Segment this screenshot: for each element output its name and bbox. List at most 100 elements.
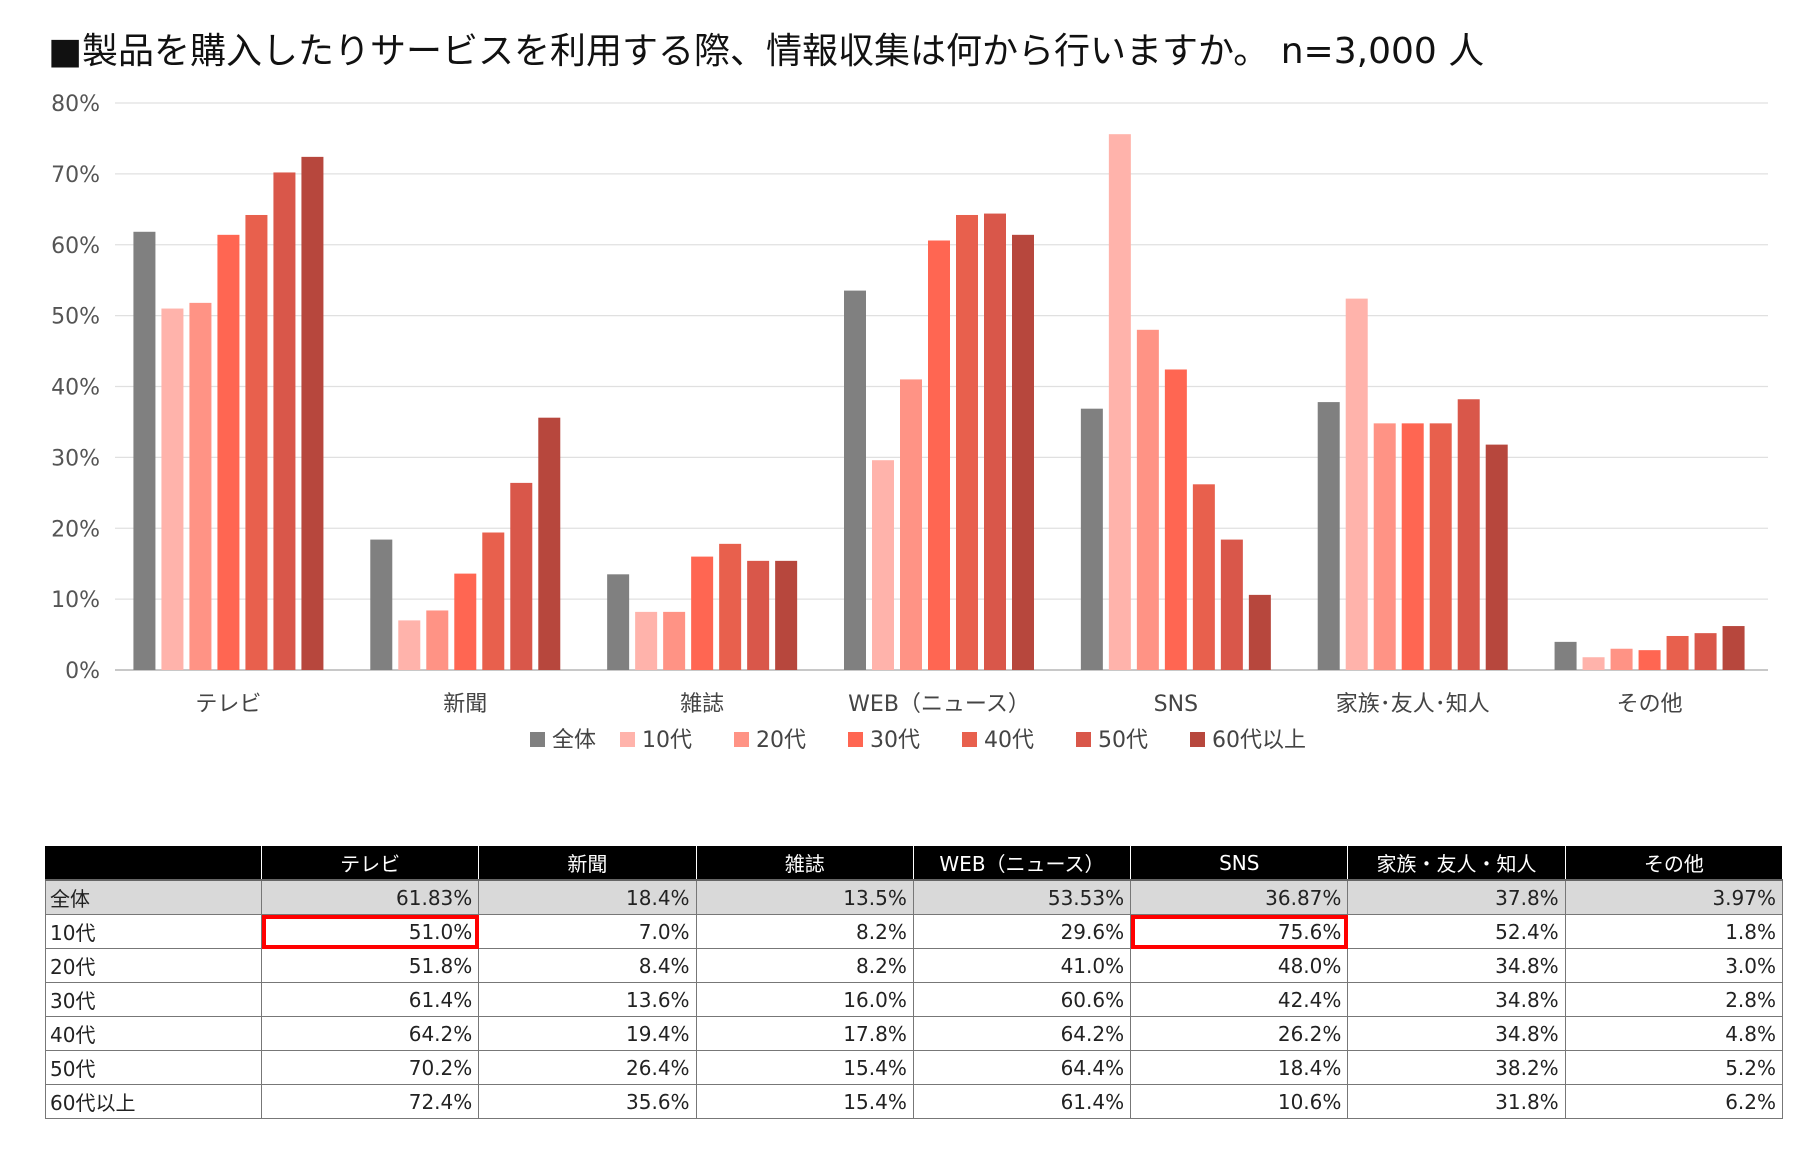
y-tick-label: 40% xyxy=(51,376,100,401)
bar-1-4 xyxy=(482,532,505,670)
table-cell: 41.0% xyxy=(912,948,1132,983)
table-cell: 13.5% xyxy=(695,879,914,915)
table-cell: 2.8% xyxy=(1564,982,1784,1017)
bar-3-1 xyxy=(872,460,894,670)
bar-5-5 xyxy=(1457,399,1480,670)
bar-3-6 xyxy=(1012,234,1034,670)
table-row-header: 30代 xyxy=(45,982,262,1017)
table-row-header: 20代 xyxy=(45,948,262,983)
bar-0-1 xyxy=(161,308,184,670)
legend-swatch xyxy=(848,732,863,747)
bar-6-0 xyxy=(1554,641,1577,670)
table-cell: 34.8% xyxy=(1347,1016,1566,1051)
table-header-cell: 雑誌 xyxy=(695,845,914,881)
table-row: 全体 61.83% 18.4% 13.5% 53.53% 36.87% 37.8% 3.97% xyxy=(45,879,1784,915)
x-category-label: 雑誌 xyxy=(680,692,724,717)
table-row: 20代 51.8% 8.4% 8.2% 41.0% 48.0% 34.8% 3.0% xyxy=(45,948,1784,983)
chart-title: ■製品を購入したりサービスを利用する際、情報収集は何から行いますか。 n=3,0… xyxy=(48,31,1485,72)
table-row-header: 50代 xyxy=(45,1050,262,1085)
table-header-cell: テレビ xyxy=(260,845,480,881)
table-header-cell: WEB（ニュース） xyxy=(912,845,1132,881)
table-cell: 75.6% xyxy=(1130,914,1349,949)
table-cell: 15.4% xyxy=(695,1084,914,1119)
table-cell: 13.6% xyxy=(478,982,697,1017)
legend-label: 全体 xyxy=(552,728,596,753)
table-row-header: 全体 xyxy=(45,879,262,915)
table-cell: 61.83% xyxy=(260,879,480,915)
bar-0-6 xyxy=(301,156,324,670)
bar-1-6 xyxy=(538,417,561,670)
table-cell: 31.8% xyxy=(1347,1084,1566,1119)
table-cell: 8.2% xyxy=(695,914,914,949)
bar-6-6 xyxy=(1722,626,1745,670)
table-cell: 8.4% xyxy=(478,948,697,983)
bar-1-3 xyxy=(454,573,477,670)
x-axis-categories: テレビ 新聞 雑誌 WEB（ニュース） SNS 家族･友人･知人 その他 xyxy=(195,692,1682,717)
table-cell: 19.4% xyxy=(478,1016,697,1051)
y-tick-label: 20% xyxy=(51,517,100,542)
bar-3-4 xyxy=(956,214,978,671)
bar-6-5 xyxy=(1694,633,1717,670)
table-cell: 4.8% xyxy=(1564,1016,1784,1051)
legend-label: 40代 xyxy=(984,728,1034,753)
table-cell: 18.4% xyxy=(1130,1050,1349,1085)
bar-5-3 xyxy=(1401,423,1424,670)
legend-label: 60代以上 xyxy=(1212,728,1306,753)
bar-3-5 xyxy=(984,213,1006,670)
table-row: 60代以上 72.4% 35.6% 15.4% 61.4% 10.6% 31.8% 6.2% xyxy=(45,1084,1784,1119)
bar-5-4 xyxy=(1429,423,1452,670)
bar-2-3 xyxy=(691,556,714,670)
x-category-label: テレビ xyxy=(195,692,261,717)
legend-label: 50代 xyxy=(1098,728,1148,753)
x-category-label: その他 xyxy=(1617,692,1683,717)
table-cell: 26.2% xyxy=(1130,1016,1349,1051)
table-cell: 29.6% xyxy=(912,914,1132,949)
table-cell: 36.87% xyxy=(1130,879,1349,915)
table-header-cell: 新聞 xyxy=(478,845,697,881)
table-cell: 64.4% xyxy=(912,1050,1132,1085)
table-cell: 42.4% xyxy=(1130,982,1349,1017)
table-row: 10代 51.0% 7.0% 8.2% 29.6% 75.6% 52.4% 1.8% xyxy=(45,914,1784,949)
table-cell: 60.6% xyxy=(912,982,1132,1017)
table-cell: 64.2% xyxy=(912,1016,1132,1051)
x-category-label: SNS xyxy=(1154,692,1198,717)
bar-3-2 xyxy=(900,379,922,670)
bars xyxy=(133,134,1745,671)
table-cell: 51.0% xyxy=(260,914,480,949)
table-cell: 53.53% xyxy=(912,879,1132,915)
legend-label: 10代 xyxy=(642,728,692,753)
bar-4-6 xyxy=(1248,594,1271,670)
bar-6-3 xyxy=(1638,650,1661,670)
table-cell: 72.4% xyxy=(260,1084,480,1119)
x-category-label: WEB（ニュース） xyxy=(848,692,1030,717)
bar-4-0 xyxy=(1080,408,1103,670)
table-cell: 18.4% xyxy=(478,879,697,915)
data-table: テレビ 新聞 雑誌 WEB（ニュース） SNS 家族・友人・知人 その他 全体 6… xyxy=(45,845,1784,1119)
bar-1-1 xyxy=(398,620,421,670)
table-cell: 3.97% xyxy=(1564,879,1784,915)
bar-0-2 xyxy=(189,302,212,670)
bar-5-0 xyxy=(1317,402,1340,670)
table-cell: 6.2% xyxy=(1564,1084,1784,1119)
bar-6-4 xyxy=(1666,635,1689,670)
y-tick-label: 10% xyxy=(51,588,100,613)
table-header-row: テレビ 新聞 雑誌 WEB（ニュース） SNS 家族・友人・知人 その他 xyxy=(45,845,1784,881)
bar-4-4 xyxy=(1192,484,1215,670)
legend-swatch xyxy=(962,732,977,747)
table-cell: 70.2% xyxy=(260,1050,480,1085)
bar-0-3 xyxy=(217,234,240,670)
bar-0-5 xyxy=(273,172,296,670)
bar-2-6 xyxy=(775,560,798,670)
bar-4-2 xyxy=(1136,329,1159,670)
table-cell: 35.6% xyxy=(478,1084,697,1119)
legend-swatch xyxy=(1076,732,1091,747)
table-row: 40代 64.2% 19.4% 17.8% 64.2% 26.2% 34.8% 4.8% xyxy=(45,1016,1784,1051)
legend-swatch xyxy=(734,732,749,747)
bar-2-2 xyxy=(663,611,686,670)
table-cell: 51.8% xyxy=(260,948,480,983)
bar-4-5 xyxy=(1220,539,1243,670)
table-cell: 38.2% xyxy=(1347,1050,1566,1085)
table-cell: 8.2% xyxy=(695,948,914,983)
table-cell: 16.0% xyxy=(695,982,914,1017)
bar-5-1 xyxy=(1345,298,1368,670)
